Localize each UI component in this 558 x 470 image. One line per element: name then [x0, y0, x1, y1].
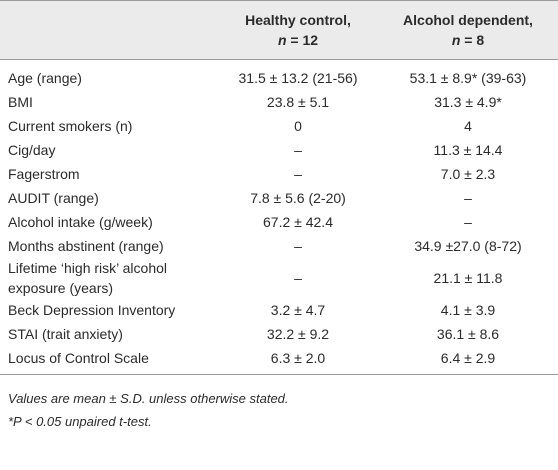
header-row: Healthy control, n = 12 Alcohol dependent…	[0, 0, 558, 60]
row-label: Cig/day	[8, 142, 56, 158]
cell: 23.8 ± 5.1	[266, 94, 330, 110]
cell: 3.2 ± 4.7	[270, 302, 326, 318]
table-row: Locus of Control Scale 6.3 ± 2.0 6.4 ± 2.9	[0, 346, 558, 375]
row-label: BMI	[8, 94, 33, 110]
data-table: Healthy control, n = 12 Alcohol dependent…	[0, 0, 558, 375]
cell: 7.0 ± 2.3	[440, 166, 496, 182]
cell: –	[464, 214, 472, 230]
row-label: Lifetime ‘high risk’ alcohol exposure (y…	[8, 260, 167, 296]
cell: 0	[294, 118, 302, 134]
column-n-value: = 12	[290, 32, 319, 48]
table-row: AUDIT (range) 7.8 ± 5.6 (2-20) –	[0, 186, 558, 210]
cell: –	[294, 238, 302, 254]
row-label: Locus of Control Scale	[0, 346, 218, 375]
header-cell: Healthy control, n = 12	[218, 0, 378, 60]
cell: 6.3 ± 2.0	[218, 346, 378, 375]
row-label: Fagerstrom	[8, 166, 80, 182]
table-row: Lifetime ‘high risk’ alcohol exposure (y…	[0, 258, 558, 298]
cell: 11.3 ± 14.4	[433, 142, 503, 158]
row-label: Age (range)	[8, 70, 82, 86]
cell: 36.1 ± 8.6	[436, 326, 500, 342]
cell: 31.3 ± 4.9*	[434, 94, 502, 110]
row-label: STAI (trait anxiety)	[8, 326, 123, 342]
column-n-label: n	[277, 32, 287, 48]
column-title: Healthy control,	[245, 12, 351, 28]
table-row: Age (range) 31.5 ± 13.2 (21-56) 53.1 ± 8.9…	[0, 60, 558, 91]
cell: –	[294, 270, 302, 286]
cell: 67.2 ± 42.4	[263, 214, 333, 230]
table-body: Age (range) 31.5 ± 13.2 (21-56) 53.1 ± 8.9…	[0, 60, 558, 375]
cell: 53.1 ± 8.9* (39-63)	[409, 70, 527, 86]
header-cell: Alcohol dependent, n = 8	[378, 0, 558, 60]
column-n-value: = 8	[464, 32, 485, 48]
row-label: Current smokers (n)	[8, 118, 133, 134]
table-row: Current smokers (n) 0 4	[0, 114, 558, 138]
cell: 34.9 ±27.0 (8-72)	[414, 238, 522, 254]
cell: 21.1 ± 11.8	[433, 270, 503, 286]
table-row: STAI (trait anxiety) 32.2 ± 9.2 36.1 ± 8.6	[0, 322, 558, 346]
header-cell	[0, 0, 218, 60]
table-row: Alcohol intake (g/week) 67.2 ± 42.4 –	[0, 210, 558, 234]
footnote: *P < 0.05 unpaired t-test.	[8, 414, 152, 429]
row-label: Months abstinent (range)	[8, 238, 164, 254]
table-row: Cig/day – 11.3 ± 14.4	[0, 138, 558, 162]
table-row: Months abstinent (range) – 34.9 ±27.0 (8-7…	[0, 234, 558, 258]
row-label: AUDIT (range)	[8, 190, 99, 206]
cell: 6.4 ± 2.9	[378, 346, 558, 375]
cell: 32.2 ± 9.2	[266, 326, 330, 342]
cell: 4.1 ± 3.9	[440, 302, 496, 318]
cell: 31.5 ± 13.2 (21-56)	[238, 70, 358, 86]
column-title: Alcohol dependent,	[403, 12, 533, 28]
cell: –	[294, 142, 302, 158]
row-label: Beck Depression Inventory	[8, 302, 176, 318]
cell: 7.8 ± 5.6 (2-20)	[250, 190, 346, 206]
row-label: Alcohol intake (g/week)	[8, 214, 153, 230]
footnote: Values are mean ± S.D. unless otherwise …	[8, 391, 289, 406]
table-row: Beck Depression Inventory 3.2 ± 4.7 4.1 ± …	[0, 298, 558, 322]
table-row: Fagerstrom – 7.0 ± 2.3	[0, 162, 558, 186]
table-row: BMI 23.8 ± 5.1 31.3 ± 4.9*	[0, 90, 558, 114]
column-n-label: n	[451, 32, 461, 48]
cell: –	[294, 166, 302, 182]
cell: –	[464, 190, 472, 206]
cell: 4	[464, 118, 472, 134]
